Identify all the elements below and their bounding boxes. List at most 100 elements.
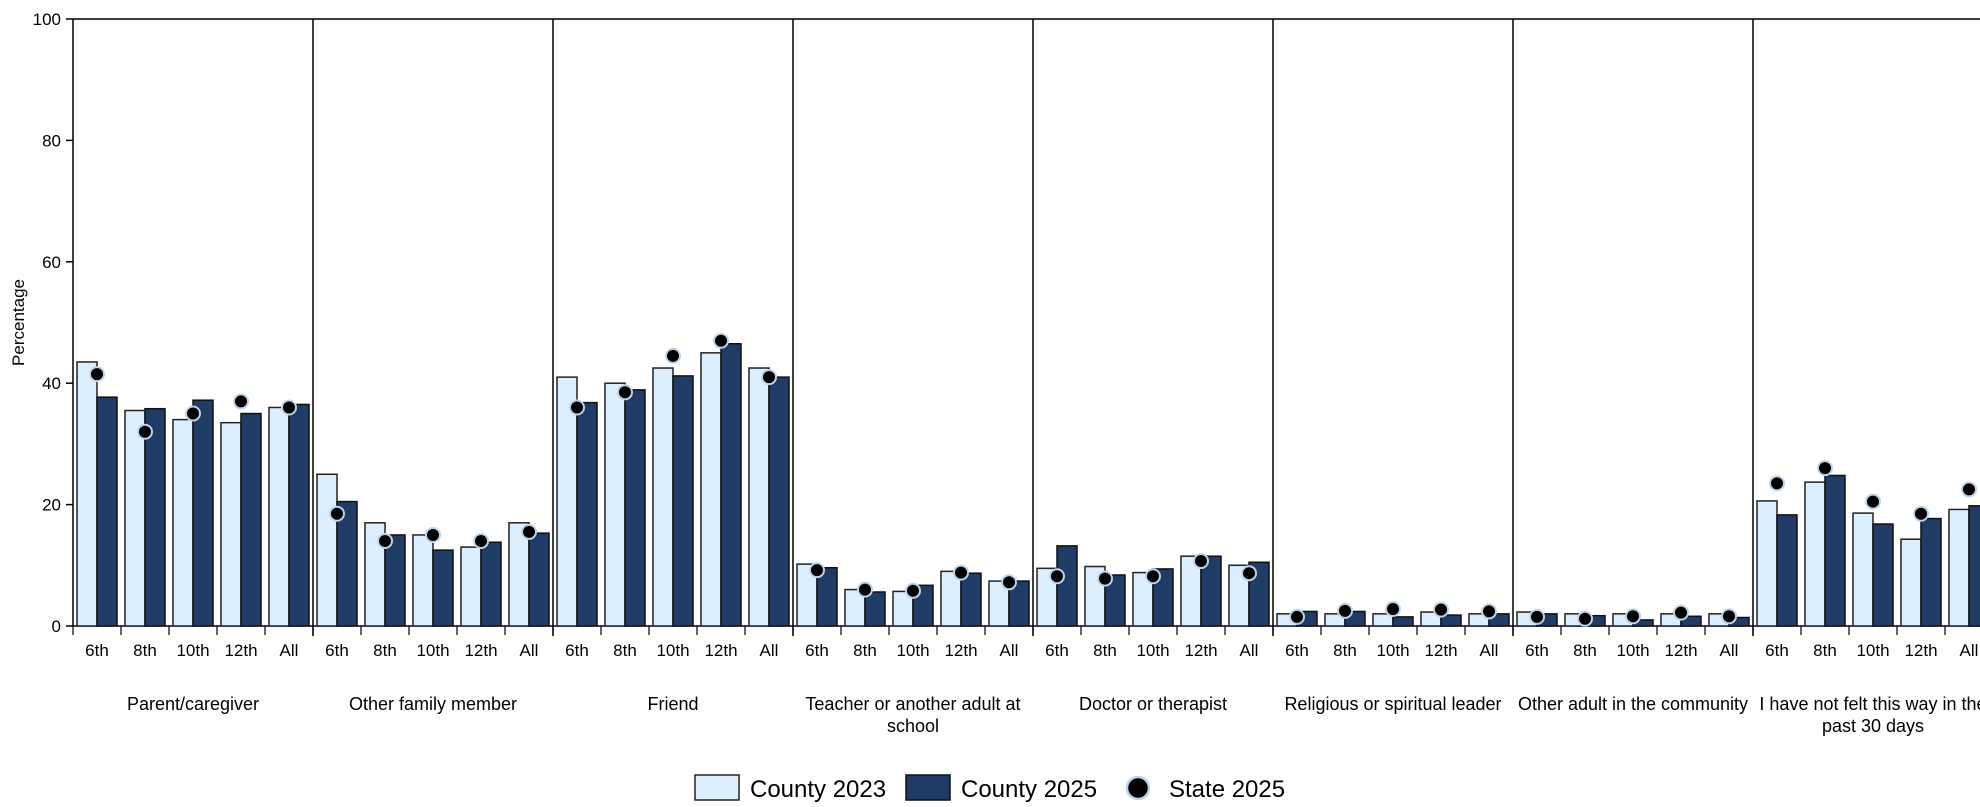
group-label: Other adult in the community [1518,694,1748,714]
group-label: Parent/caregiver [127,694,259,714]
y-ticks: 0 20 40 60 80 100 [33,10,73,636]
y-tick-label: 100 [33,10,61,29]
x-tick-label: All [1720,641,1739,660]
x-tick-label: 6th [1765,641,1789,660]
x-tick-label: All [760,641,779,660]
bar-county2025 [432,549,454,627]
bar-county2025 [384,534,406,627]
x-tick-label: 10th [416,641,449,660]
bar-county2025 [1680,615,1702,627]
marker-state2025 [1625,608,1641,625]
marker-state2025 [1289,608,1305,625]
marker-state2025 [1769,475,1785,492]
marker-state2025 [1961,481,1977,498]
marker-state2025 [425,526,441,543]
marker-state2025 [137,423,153,440]
bar-county2025 [768,376,790,627]
bar-county2025 [576,401,598,627]
x-tick-label: 10th [176,641,209,660]
marker-state2025 [185,405,201,422]
x-tick-labels: 6th 8th 10th 12th All 6th 8th 10th 12th All 6th 8th… [72,626,1979,660]
legend-swatch-county2025 [905,774,951,801]
group-label: Religious or spiritual leader [1284,694,1501,714]
marker-state2025 [1817,460,1833,477]
bar-county2025 [1824,474,1846,627]
x-tick-label: 8th [133,641,157,660]
y-tick-label: 40 [42,374,61,393]
marker-state2025 [1913,505,1929,522]
bar-county2025 [1392,616,1414,627]
bar-county2025 [1056,545,1078,627]
marker-state2025 [233,393,249,410]
marker-state2025 [521,523,537,540]
x-tick-label: All [520,641,539,660]
x-tick-label: 6th [565,641,589,660]
x-tick-label: 6th [1525,641,1549,660]
marker-state2025 [1193,553,1209,570]
bar-county2025 [1152,568,1174,627]
state-markers [89,332,1977,627]
marker-state2025 [1385,601,1401,618]
x-tick-label: All [280,641,299,660]
x-tick-label: 12th [224,641,257,660]
marker-state2025 [473,533,489,550]
marker-state2025 [1433,601,1449,618]
bar-county2023 [1900,538,1922,627]
x-tick-label: 8th [613,641,637,660]
x-tick-label: 10th [1376,641,1409,660]
x-tick-label: All [1960,641,1979,660]
legend-label-county2023: County 2023 [750,776,886,802]
x-tick-label: 6th [85,641,109,660]
marker-state2025 [1529,608,1545,625]
bars [76,342,1980,627]
bar-county2025 [1968,505,1980,627]
marker-state2025 [1865,493,1881,510]
x-tick-label: All [1240,641,1259,660]
bar-county2025 [624,389,646,627]
bar-county2025 [96,396,118,627]
marker-state2025 [569,399,585,416]
bar-county2025 [672,375,694,627]
bar-county2025 [1008,580,1030,627]
legend-swatch-state2025 [1125,775,1151,801]
bar-county2023 [460,546,482,627]
x-tick-label: 8th [1813,641,1837,660]
marker-state2025 [857,581,873,598]
group-separators [312,19,1754,636]
x-tick-label: 6th [1285,641,1309,660]
y-tick-label: 80 [42,131,61,150]
bar-county2023 [316,473,338,627]
bar-county2023 [1948,508,1970,627]
x-tick-label: 10th [1136,641,1169,660]
marker-state2025 [1241,565,1257,582]
group-label: Teacher or another adult at school [805,694,1020,736]
legend-label-county2025: County 2025 [961,776,1097,802]
bar-county2023 [604,382,626,627]
bar-county2023 [1804,481,1826,627]
marker-state2025 [1337,602,1353,619]
legend: County 2023 County 2025 State 2025 [694,774,1285,803]
legend-swatch-county2023 [694,774,740,801]
bar-county2025 [1104,574,1126,627]
group-label: Doctor or therapist [1079,694,1227,714]
group-label: I have not felt this way in the past 30 d… [1759,694,1980,736]
y-axis-title: Percentage [9,279,28,366]
bar-county2025 [288,403,310,627]
bar-county2025 [960,572,982,627]
bar-county2023 [268,406,290,627]
marker-state2025 [1097,570,1113,587]
bar-county2025 [192,399,214,627]
marker-state2025 [329,505,345,522]
marker-state2025 [89,366,105,383]
y-tick-label: 20 [42,496,61,515]
marker-state2025 [953,564,969,581]
x-tick-label: 12th [1424,641,1457,660]
bar-county2025 [1920,517,1942,627]
marker-state2025 [281,399,297,416]
bar-county2025 [864,591,886,627]
y-tick-label: 0 [52,617,61,636]
x-tick-label: 12th [1184,641,1217,660]
x-tick-label: All [1000,641,1019,660]
x-tick-label: 6th [1045,641,1069,660]
